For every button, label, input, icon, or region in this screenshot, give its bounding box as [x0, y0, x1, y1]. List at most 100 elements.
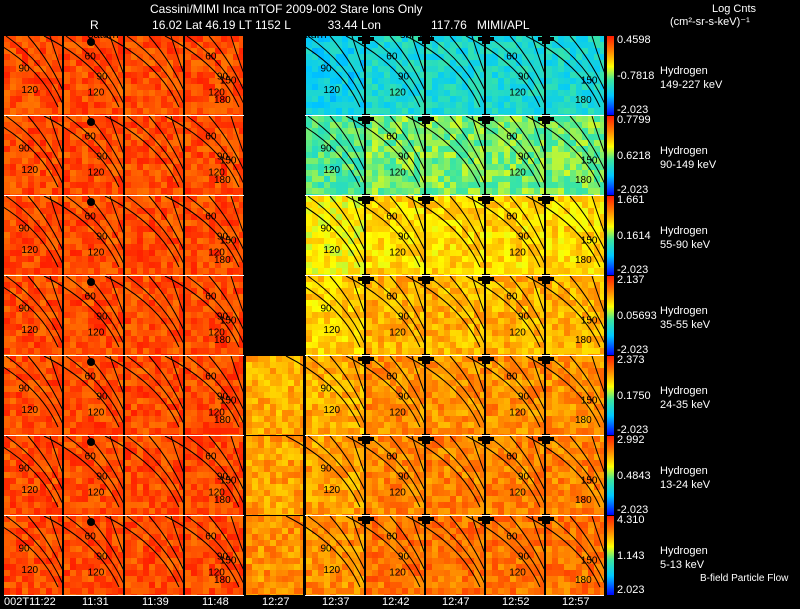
pixel [143, 102, 149, 108]
colorbar-slice [607, 246, 614, 247]
pixel [348, 66, 354, 72]
pixel [366, 188, 372, 194]
pixel [432, 72, 438, 78]
colorbar-slice [607, 226, 614, 227]
pixel [94, 306, 100, 312]
pixel [215, 196, 221, 202]
pixel [330, 282, 336, 288]
pixel [558, 164, 564, 170]
field-contour [249, 275, 258, 332]
pixel [4, 96, 10, 102]
pixel [106, 312, 112, 318]
pixel [558, 122, 564, 128]
pixel [34, 256, 40, 262]
contour-label: 90 [398, 151, 410, 162]
pixel [155, 158, 161, 164]
pixel [486, 78, 492, 84]
pixel [576, 268, 582, 274]
l-label: L [284, 18, 291, 32]
pixel [52, 226, 58, 232]
pixel [546, 72, 552, 78]
colorbar-slice [607, 264, 614, 265]
pixel [444, 170, 450, 176]
pixel [10, 72, 16, 78]
pixel [155, 348, 161, 354]
pixel [534, 66, 540, 72]
pixel [143, 164, 149, 170]
institution-label: MIMI/APL [476, 18, 530, 32]
colorbar-slice [607, 184, 614, 185]
pixel [203, 324, 209, 330]
pixel [318, 114, 324, 115]
colorbar-slice [607, 62, 614, 63]
pixel [16, 196, 22, 202]
pixel [52, 202, 58, 208]
pixel [161, 324, 167, 330]
pixel [318, 78, 324, 84]
pixel [348, 262, 354, 268]
pixel [82, 336, 88, 342]
pixel [227, 116, 233, 122]
field-contour [43, 275, 120, 348]
pixel [185, 114, 191, 115]
colorbar-slice [607, 147, 614, 148]
colorbar-slice [607, 77, 614, 78]
pixel [348, 42, 354, 48]
pixel [462, 146, 468, 152]
pixel [444, 114, 450, 115]
pixel [420, 140, 424, 146]
colorbar-slice [607, 163, 614, 164]
pixel [46, 214, 52, 220]
pixel [534, 202, 540, 208]
pixel [594, 66, 600, 72]
pixel [221, 146, 227, 152]
pixel [221, 330, 227, 336]
colorbar-slice [607, 72, 614, 73]
field-contour [427, 35, 485, 104]
pixel [161, 262, 167, 268]
pixel [215, 324, 221, 330]
pixel [306, 140, 312, 146]
pixel [342, 318, 348, 324]
pixel [396, 134, 402, 140]
pixel [348, 188, 354, 194]
pixel [209, 232, 215, 238]
pixel [52, 182, 58, 188]
pixel [64, 202, 70, 208]
pixel [137, 214, 143, 220]
pixel [414, 54, 420, 60]
pixel [582, 116, 588, 122]
pixel [52, 42, 58, 48]
pixel [540, 238, 544, 244]
pixel [390, 188, 396, 194]
pixel [552, 134, 558, 140]
pixel [4, 300, 10, 306]
pixel [360, 294, 364, 300]
pixel [486, 96, 492, 102]
pixel [510, 194, 516, 195]
pixel [522, 244, 528, 250]
pixel [34, 146, 40, 152]
pixel [498, 36, 504, 42]
pixel [438, 238, 444, 244]
pixel [408, 54, 414, 60]
pixel [378, 54, 384, 60]
field-contour [164, 115, 240, 188]
pixel [486, 214, 492, 220]
pixel [137, 262, 143, 268]
pixel [191, 176, 197, 182]
pixel [76, 96, 82, 102]
pixel [366, 238, 372, 244]
contour-label: 90 [518, 231, 530, 242]
pixel [534, 262, 540, 268]
pixel [203, 294, 209, 300]
pixel [197, 250, 203, 256]
pixel [396, 36, 402, 42]
pixel [486, 146, 492, 152]
pixel [504, 182, 510, 188]
pixel [330, 170, 336, 176]
pixel [570, 152, 576, 158]
pixel [348, 128, 354, 134]
